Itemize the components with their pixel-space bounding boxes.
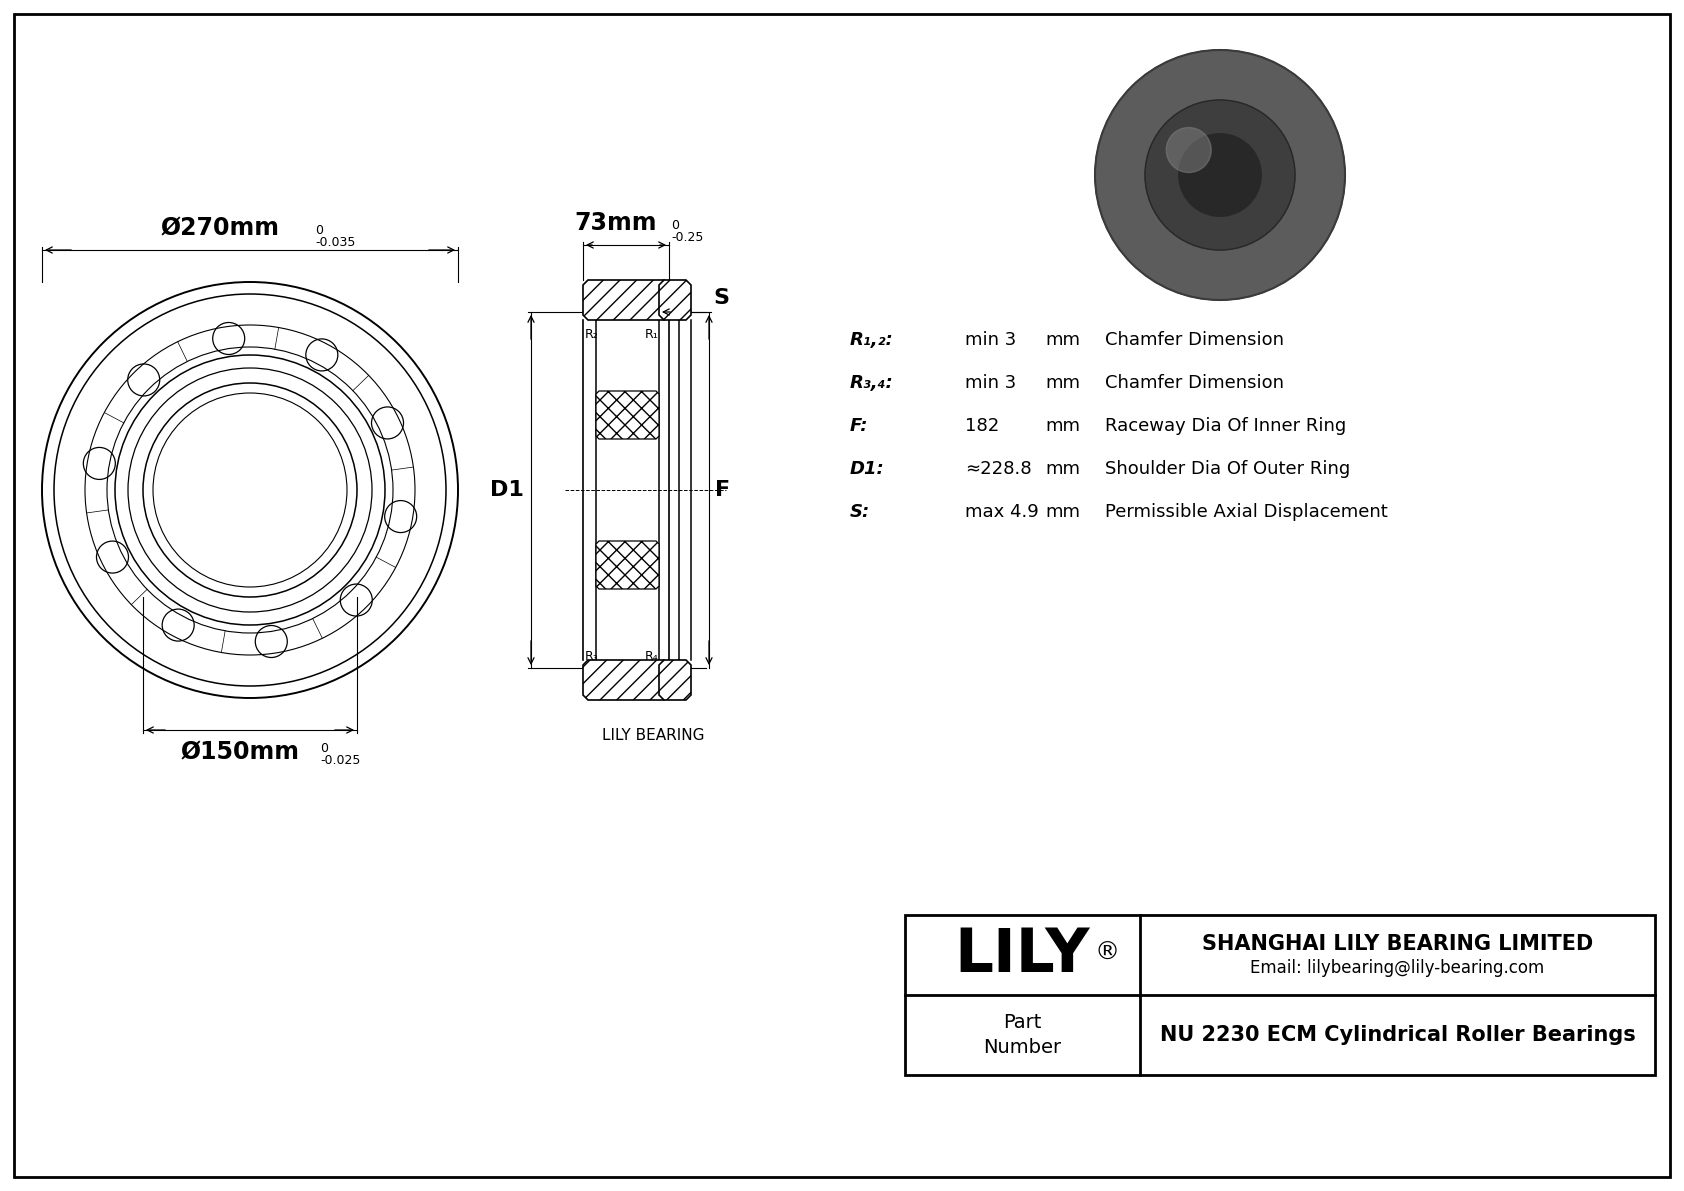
Circle shape (1145, 100, 1295, 250)
Text: -0.25: -0.25 (670, 231, 704, 244)
Text: F:: F: (850, 417, 869, 435)
Text: LILY: LILY (955, 925, 1090, 985)
Text: max 4.9: max 4.9 (965, 503, 1039, 520)
Text: mm: mm (1046, 374, 1079, 392)
Text: ®: ® (1095, 941, 1120, 965)
Text: Chamfer Dimension: Chamfer Dimension (1105, 374, 1283, 392)
Text: R₃,₄:: R₃,₄: (850, 374, 894, 392)
Text: 0: 0 (670, 219, 679, 232)
Text: min 3: min 3 (965, 331, 1015, 349)
Polygon shape (658, 280, 690, 320)
Text: D1:: D1: (850, 460, 884, 478)
Text: mm: mm (1046, 460, 1079, 478)
Text: -0.025: -0.025 (320, 754, 360, 767)
Text: S: S (712, 288, 729, 308)
Text: Email: lilybearing@lily-bearing.com: Email: lilybearing@lily-bearing.com (1251, 959, 1544, 977)
Text: 0: 0 (315, 224, 323, 237)
Text: Permissible Axial Displacement: Permissible Axial Displacement (1105, 503, 1388, 520)
Polygon shape (596, 541, 658, 590)
Circle shape (1095, 50, 1346, 300)
Text: ≈228.8: ≈228.8 (965, 460, 1032, 478)
Text: R₁: R₁ (645, 328, 658, 341)
Text: Part
Number: Part Number (983, 1014, 1061, 1056)
Text: LILY BEARING: LILY BEARING (601, 728, 704, 743)
Circle shape (1179, 133, 1261, 217)
Text: mm: mm (1046, 331, 1079, 349)
Polygon shape (583, 660, 669, 700)
Text: 73mm: 73mm (574, 211, 657, 235)
Text: Raceway Dia Of Inner Ring: Raceway Dia Of Inner Ring (1105, 417, 1346, 435)
Polygon shape (596, 391, 658, 439)
Text: R₃: R₃ (584, 649, 600, 662)
Bar (904, 915, 1655, 1075)
Text: R₁,₂:: R₁,₂: (850, 331, 894, 349)
Text: Chamfer Dimension: Chamfer Dimension (1105, 331, 1283, 349)
Text: R₂: R₂ (584, 328, 600, 341)
Text: R₄: R₄ (645, 649, 658, 662)
Text: Ø270mm: Ø270mm (160, 216, 280, 241)
Circle shape (1167, 127, 1211, 173)
Text: SHANGHAI LILY BEARING LIMITED: SHANGHAI LILY BEARING LIMITED (1202, 934, 1593, 954)
Polygon shape (658, 660, 690, 700)
Text: NU 2230 ECM Cylindrical Roller Bearings: NU 2230 ECM Cylindrical Roller Bearings (1160, 1025, 1635, 1045)
Text: S:: S: (850, 503, 871, 520)
Text: mm: mm (1046, 417, 1079, 435)
Polygon shape (583, 280, 669, 320)
Text: mm: mm (1046, 503, 1079, 520)
Text: 182: 182 (965, 417, 999, 435)
Text: min 3: min 3 (965, 374, 1015, 392)
Text: Shoulder Dia Of Outer Ring: Shoulder Dia Of Outer Ring (1105, 460, 1351, 478)
Text: -0.035: -0.035 (315, 236, 355, 249)
Text: 0: 0 (320, 742, 328, 755)
Text: D1: D1 (490, 480, 524, 500)
Text: Ø150mm: Ø150mm (180, 740, 300, 763)
Text: F: F (716, 480, 731, 500)
